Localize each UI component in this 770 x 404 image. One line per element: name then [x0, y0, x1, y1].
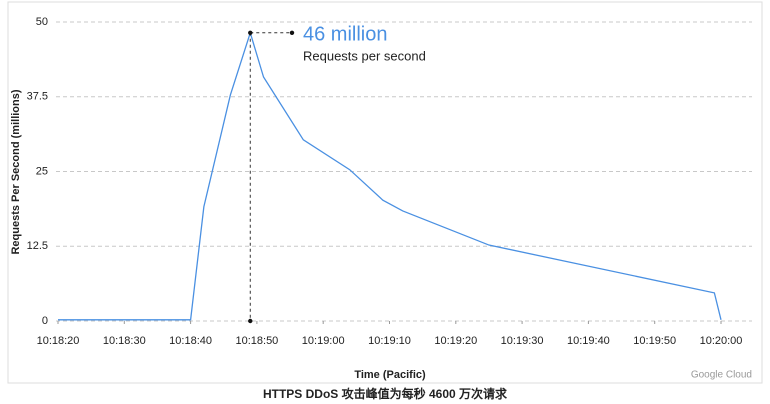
x-tick-label: 10:18:50: [235, 335, 278, 347]
x-tick-label: 10:18:20: [37, 335, 80, 347]
x-tick-label: 10:19:50: [633, 335, 676, 347]
frame: [7, 1, 763, 384]
x-tick-label: 10:19:00: [302, 335, 345, 347]
x-tick-label: 10:18:40: [169, 335, 212, 347]
y-tick-label: 12.5: [27, 240, 48, 252]
x-axis-label: Time (Pacific): [354, 369, 426, 381]
y-tick-label: 0: [42, 315, 48, 327]
x-tick-label: 10:19:10: [368, 335, 411, 347]
y-tick-label: 25: [36, 165, 48, 177]
annotation-title: 46 million: [303, 23, 387, 45]
x-tick-label: 10:18:30: [103, 335, 146, 347]
x-tick-label: 10:19:20: [434, 335, 477, 347]
annotation-dot: [289, 30, 295, 35]
x-tick-label: 10:19:40: [567, 335, 610, 347]
caption: HTTPS DDoS 攻击峰值为每秒 4600 万次请求: [263, 386, 508, 401]
line: [58, 30, 722, 321]
y-tick-label: 37.5: [27, 91, 48, 103]
x-tick-label: 10:19:30: [501, 335, 544, 347]
annotation-subtitle: Requests per second: [303, 48, 426, 63]
annotation-dot: [248, 318, 253, 324]
y-axis-label: Requests Per Second (millions): [10, 89, 22, 254]
x-tick-label: 10:20:00: [700, 335, 743, 347]
watermark: Google Cloud: [691, 370, 752, 381]
annotation-dot: [248, 30, 253, 35]
y-tick-label: 50: [36, 16, 48, 28]
